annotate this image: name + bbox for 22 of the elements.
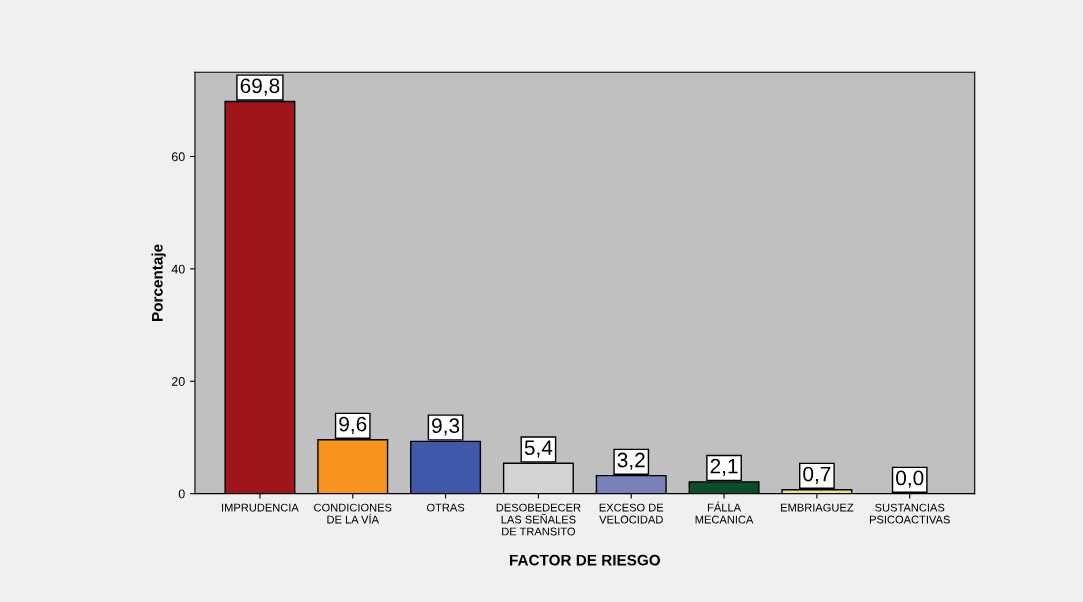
x-tick-label: CONDICIONES DE LA VÍA (314, 503, 392, 524)
x-tick-label: FÁLLA MECANICA (695, 501, 754, 524)
data-label: 2,1 (710, 458, 738, 477)
data-label: 5,4 (524, 440, 553, 458)
x-tick-label: EXCESO DE VELOCIDAD (599, 503, 664, 524)
x-tick-label: OTRAS (426, 503, 465, 512)
data-label: 0,0 (896, 470, 924, 488)
x-tick-label: SUSTANCIAS PSICOACTIVAS (869, 503, 950, 524)
data-label: 3,2 (617, 452, 645, 470)
data-label: 69,8 (240, 78, 280, 96)
y-tick-label: 0 (178, 489, 185, 499)
data-label: 0,7 (803, 466, 831, 484)
x-tick-label: DESOBEDECER LAS SEÑALES DE TRANSITO (496, 503, 581, 536)
y-tick-label: 20 (171, 377, 185, 386)
y-axis-title: Porcentaje (151, 244, 166, 321)
y-tick-label: 40 (171, 264, 185, 274)
x-tick-label: IMPRUDENCIA (222, 503, 299, 512)
data-label: 9,3 (432, 418, 460, 436)
data-label: 9,6 (339, 416, 367, 434)
x-axis-title: FACTOR DE RIESGO (510, 554, 661, 566)
x-tick-label: EMBRIAGUEZ (781, 503, 854, 512)
y-tick-label: 60 (171, 152, 185, 162)
